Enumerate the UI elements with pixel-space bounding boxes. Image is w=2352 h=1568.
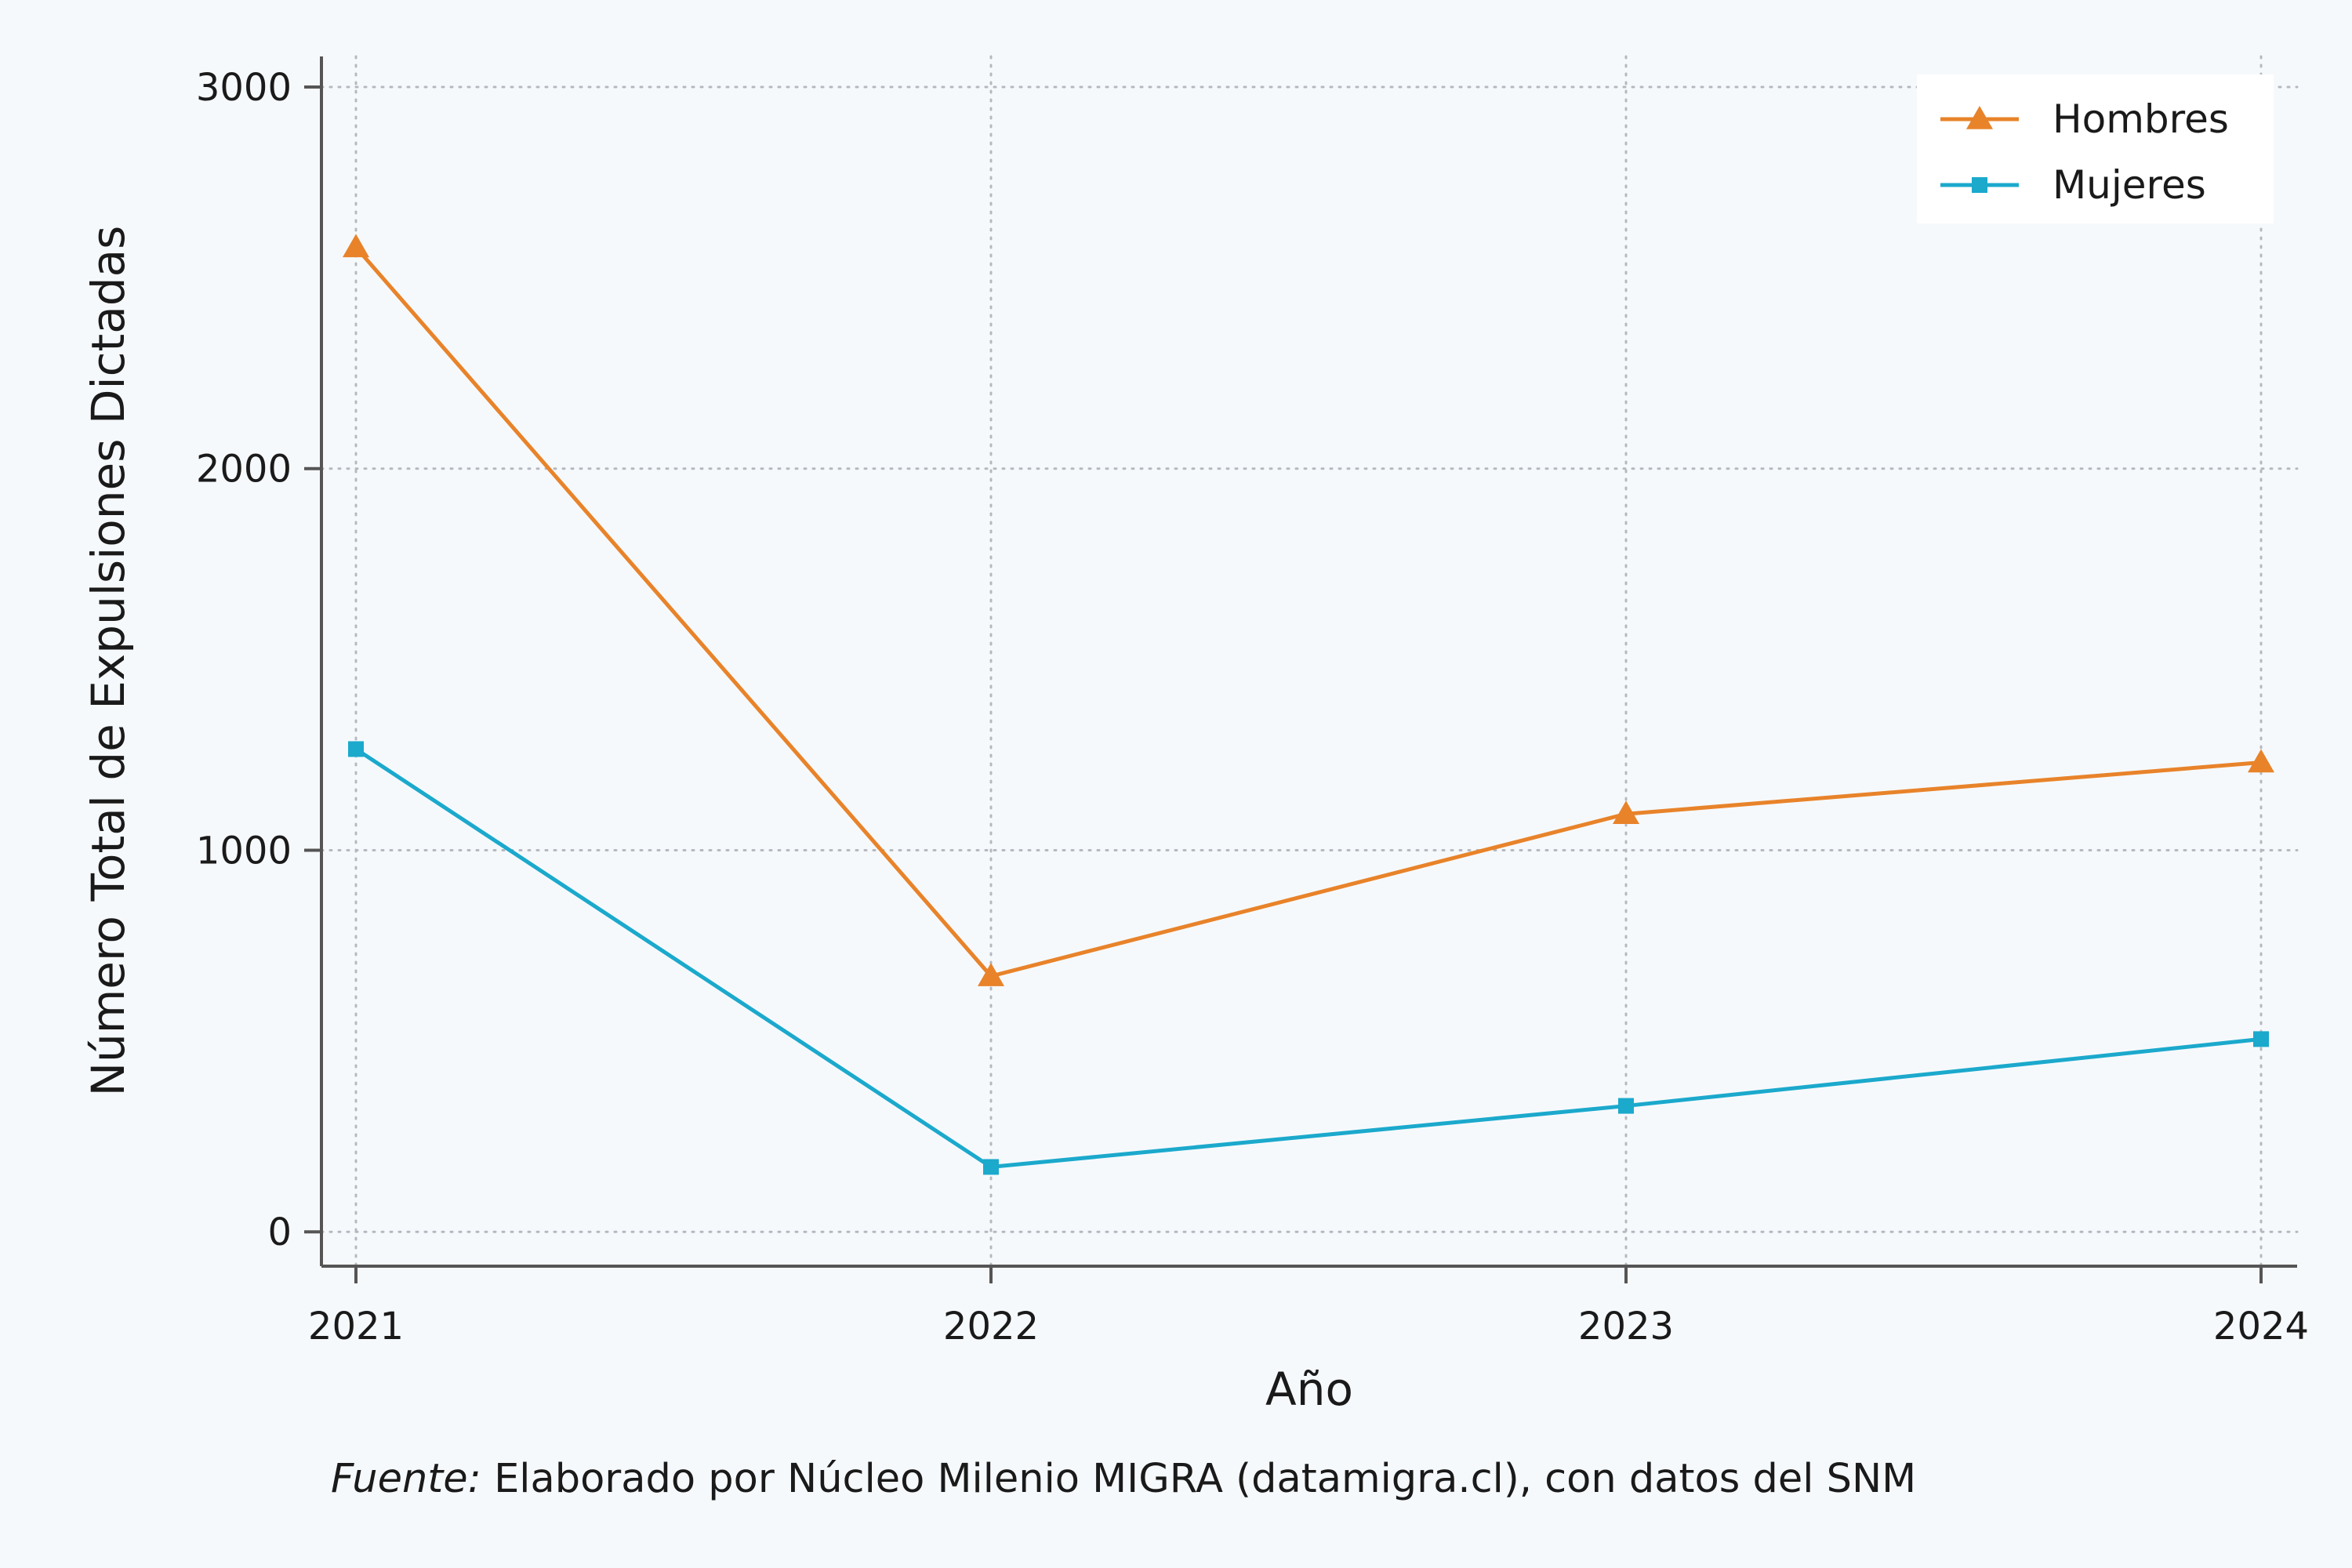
x-axis-title: Año [1265,1363,1353,1416]
y-ticks: 0 1000 2000 3000 [196,66,321,1254]
legend: Hombres Mujeres [1917,74,2274,223]
series-group [343,234,2274,1175]
x-tick-label: 2024 [2213,1305,2309,1348]
y-tick-label: 2000 [196,448,292,492]
legend-label: Hombres [2053,96,2229,142]
x-ticks: 2021 2022 2023 2024 [308,1266,2309,1348]
y-axis-title: Número Total de Expulsiones Dictadas [82,226,135,1097]
hombres-point [343,234,369,258]
legend-swatch-marker [1972,177,1987,193]
y-tick-label: 3000 [196,66,292,110]
y-tick-label: 0 [267,1210,292,1254]
series-hombres [343,234,2274,986]
hombres-point [2248,749,2274,773]
mujeres-point [2253,1031,2269,1047]
y-tick-label: 1000 [196,829,292,873]
grid-lines [320,55,2299,1268]
source-label: Fuente: [331,1456,481,1502]
legend-label: Mujeres [2053,162,2206,208]
mujeres-point [983,1159,999,1175]
legend-swatch-marker [1966,106,1993,129]
source-caption: Fuente: Elaborado por Núcleo Milenio MIG… [331,1456,1916,1502]
legend-item-mujeres: Mujeres [1940,162,2206,208]
x-tick-label: 2021 [308,1305,404,1348]
legend-box [1917,74,2274,223]
hombres-point [1613,800,1639,824]
x-tick-label: 2022 [943,1305,1039,1348]
x-tick-label: 2023 [1578,1305,1674,1348]
mujeres-line [354,747,2262,1169]
source-text: Elaborado por Núcleo Milenio MIGRA (data… [481,1456,1916,1502]
mujeres-point [348,741,364,757]
series-mujeres [348,741,2269,1175]
axes [320,56,2297,1268]
legend-item-hombres: Hombres [1940,96,2229,142]
hombres-line [354,245,2262,978]
mujeres-point [1618,1098,1634,1114]
hombres-point [978,963,1004,986]
